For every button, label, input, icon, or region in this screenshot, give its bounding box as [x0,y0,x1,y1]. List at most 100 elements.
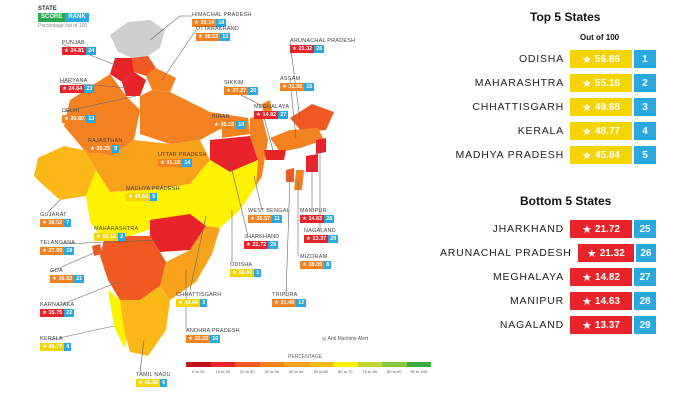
state-odisha [206,160,258,228]
star-icon: ★ [582,125,592,138]
state-name: CHHATTISGARH [472,101,564,113]
rank-badge: 1 [634,50,656,68]
map-label: UTTARAKHAND ★ 38.53 13 [196,26,239,41]
map-label-name: JHARKHAND [244,234,280,240]
map-label-chip: ★ 35.57 11 [248,215,290,223]
map-label-chip: ★ 13.37 29 [304,235,339,243]
map-label-name: MADHYA PRADESH [126,186,180,192]
map-label: MIZORAM ★ 38.05 8 [300,254,332,269]
map-label-chip: ★ 27.27 20 [224,87,259,95]
top5-row: KERALA ★ 48.77 4 [440,122,656,140]
state-name: NAGALAND [499,319,564,331]
map-label-name: ANDHRA PRADESH [186,328,240,334]
state-tripura [286,168,294,182]
star-icon: ★ [582,53,592,66]
map-label-rank: 12 [296,299,307,307]
legend-heading: STATE [38,6,57,12]
state-sikkim [262,100,272,114]
map-label-rank: 8 [324,261,332,269]
map-label-score: ★ 35.19 [212,121,237,129]
map-label-chip: ★ 46.86 6 [136,379,171,387]
state-goa [92,244,102,256]
map-label-name: TAMIL NADU [136,372,171,378]
scale-segment: 80 to 90 [382,362,407,374]
map-label: BIHAR ★ 35.19 10 [212,114,247,129]
scale-color [259,362,284,367]
scale-color [406,362,431,367]
score-value: 55.16 [594,77,620,89]
state-andhra [160,226,220,300]
map-label-rank: 3 [200,299,208,307]
map-label-score: ★ 13.37 [304,235,329,243]
map-label-score: ★ 26.53 [50,275,75,283]
map-label-name: ODISHA [230,262,253,268]
map-label: ODISHA ★ 56.86 1 [230,262,262,277]
map-label-score: ★ 27.99 [40,247,65,255]
star-icon: ★ [582,319,592,332]
scale-color [210,362,235,367]
scale-label: 50 to 60 [313,369,328,374]
map-label-chip: ★ 21.72 25 [244,241,279,249]
map-label-name: ASSAM [280,76,301,82]
score-badge: ★ 13.37 [570,316,632,334]
state-himachal [132,56,156,76]
state-name: MANIPUR [509,295,564,307]
star-icon: ★ [582,295,592,308]
map-label-rank: 6 [160,379,168,387]
bottom5-row: ARUNACHAL PRADESH ★ 21.32 26 [440,244,656,262]
map-label-chip: ★ 38.05 8 [300,261,332,269]
top5-row: MADHYA PRADESH ★ 45.84 5 [440,146,656,164]
map-label-chip: ★ 35.25 9 [88,145,123,153]
map-label-rank: 25 [268,241,279,249]
rank-badge: 27 [634,268,656,286]
map-label-chip: ★ 14.82 27 [254,111,289,119]
score-badge: ★ 14.63 [570,292,632,310]
map-label-score: ★ 46.86 [136,379,161,387]
map-label: KARNATAKA ★ 15.75 22 [40,302,75,317]
map-label-rank: 1 [254,269,262,277]
map-label-name: MIZORAM [300,254,328,260]
map-label-chip: ★ 49.68 3 [176,299,221,307]
top5-row: CHHATTISGARH ★ 49.68 3 [440,98,656,116]
star-icon: ★ [582,101,592,114]
map-label-chip: ★ 35.19 10 [212,121,247,129]
map-label-score: ★ 38.05 [300,261,325,269]
map-label-name: KERALA [40,336,63,342]
rank-badge: 29 [634,316,656,334]
map-label-rank: 11 [272,215,283,223]
map-label: MANIPUR ★ 14.63 28 [300,208,335,223]
map-label-score: ★ 45.84 [126,193,151,201]
scale-segment: 50 to 60 [308,362,333,374]
map-label-chip: ★ 38.53 13 [196,33,239,41]
legend-rank-label: RANK [65,13,89,22]
map-label-chip: ★ 33.22 16 [186,335,240,343]
score-badge: ★ 21.72 [570,220,632,238]
map-label-chip: ★ 30.80 13 [62,115,97,123]
scale-color [357,362,382,367]
map-label-rank: 28 [324,215,335,223]
state-mizoram [294,170,304,190]
map-label-name: NAGALAND [304,228,336,234]
rank-badge: 2 [634,74,656,92]
scale-label: 20 to 30 [240,369,255,374]
map-label-rank: 27 [278,111,289,119]
star-icon: ★ [582,149,592,162]
map-label-chip: ★ 15.75 22 [40,309,75,317]
rank-badge: 4 [634,122,656,140]
map-label-chip: ★ 31.56 15 [280,83,315,91]
map-label: TAMIL NADU ★ 46.86 6 [136,372,171,387]
map-label: KERALA ★ 48.77 4 [40,336,72,351]
score-badge: ★ 56.86 [570,50,632,68]
state-jharkhand [210,136,258,172]
map-label-chip: ★ 48.77 4 [40,343,72,351]
map-label-score: ★ 31.18 [158,159,183,167]
map-label: ASSAM ★ 31.56 15 [280,76,315,91]
state-name: JHARKHAND [492,223,564,235]
map-label-name: MEGHALAYA [254,104,290,110]
map-label-name: BIHAR [212,114,230,120]
score-value: 13.37 [594,319,620,331]
scale-segment: 90 to 100 [406,362,431,374]
map-label-chip: ★ 29.14 18 [192,19,252,27]
map-label-rank: 19 [64,247,75,255]
